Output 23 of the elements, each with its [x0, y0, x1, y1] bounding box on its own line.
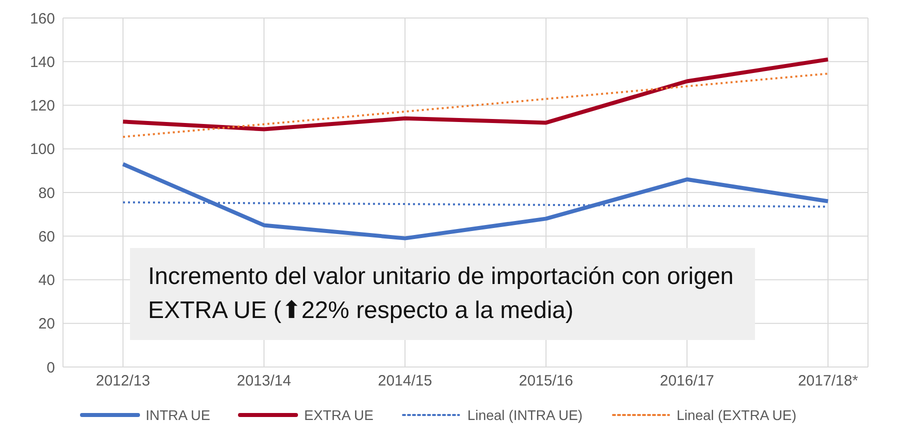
x-tick-label: 2014/15 [378, 372, 432, 390]
y-tick-label: 100 [30, 141, 55, 158]
legend-label: Lineal (EXTRA UE) [676, 407, 796, 423]
legend-label: Lineal (INTRA UE) [466, 407, 583, 423]
line-series [121, 162, 830, 240]
y-tick-label: 60 [38, 228, 55, 246]
x-tick-label: 2013/14 [236, 372, 292, 390]
legend-label: INTRA UE [144, 407, 210, 423]
y-tick-label: 120 [30, 98, 55, 115]
x-tick-label: 2016/17 [660, 372, 714, 390]
x-tick-label: 2017/18* [798, 372, 858, 390]
y-tick-label: 20 [38, 316, 55, 333]
x-tick-label: 2012/13 [96, 372, 150, 390]
line-series [121, 57, 830, 132]
x-tick-label: 2015/16 [518, 372, 574, 390]
y-tick-label: 160 [30, 10, 55, 28]
y-tick-label: 140 [30, 54, 55, 71]
line-series [122, 72, 829, 138]
note-box: Incremento del valor unitario de importación con origen EXTRA UE (⬆22% respecto a la media) [130, 248, 755, 340]
legend-label: EXTRA UE [303, 407, 374, 423]
y-tick-label: 40 [38, 272, 55, 290]
y-tick-label: 0 [46, 359, 55, 376]
y-tick-label: 80 [38, 184, 55, 202]
